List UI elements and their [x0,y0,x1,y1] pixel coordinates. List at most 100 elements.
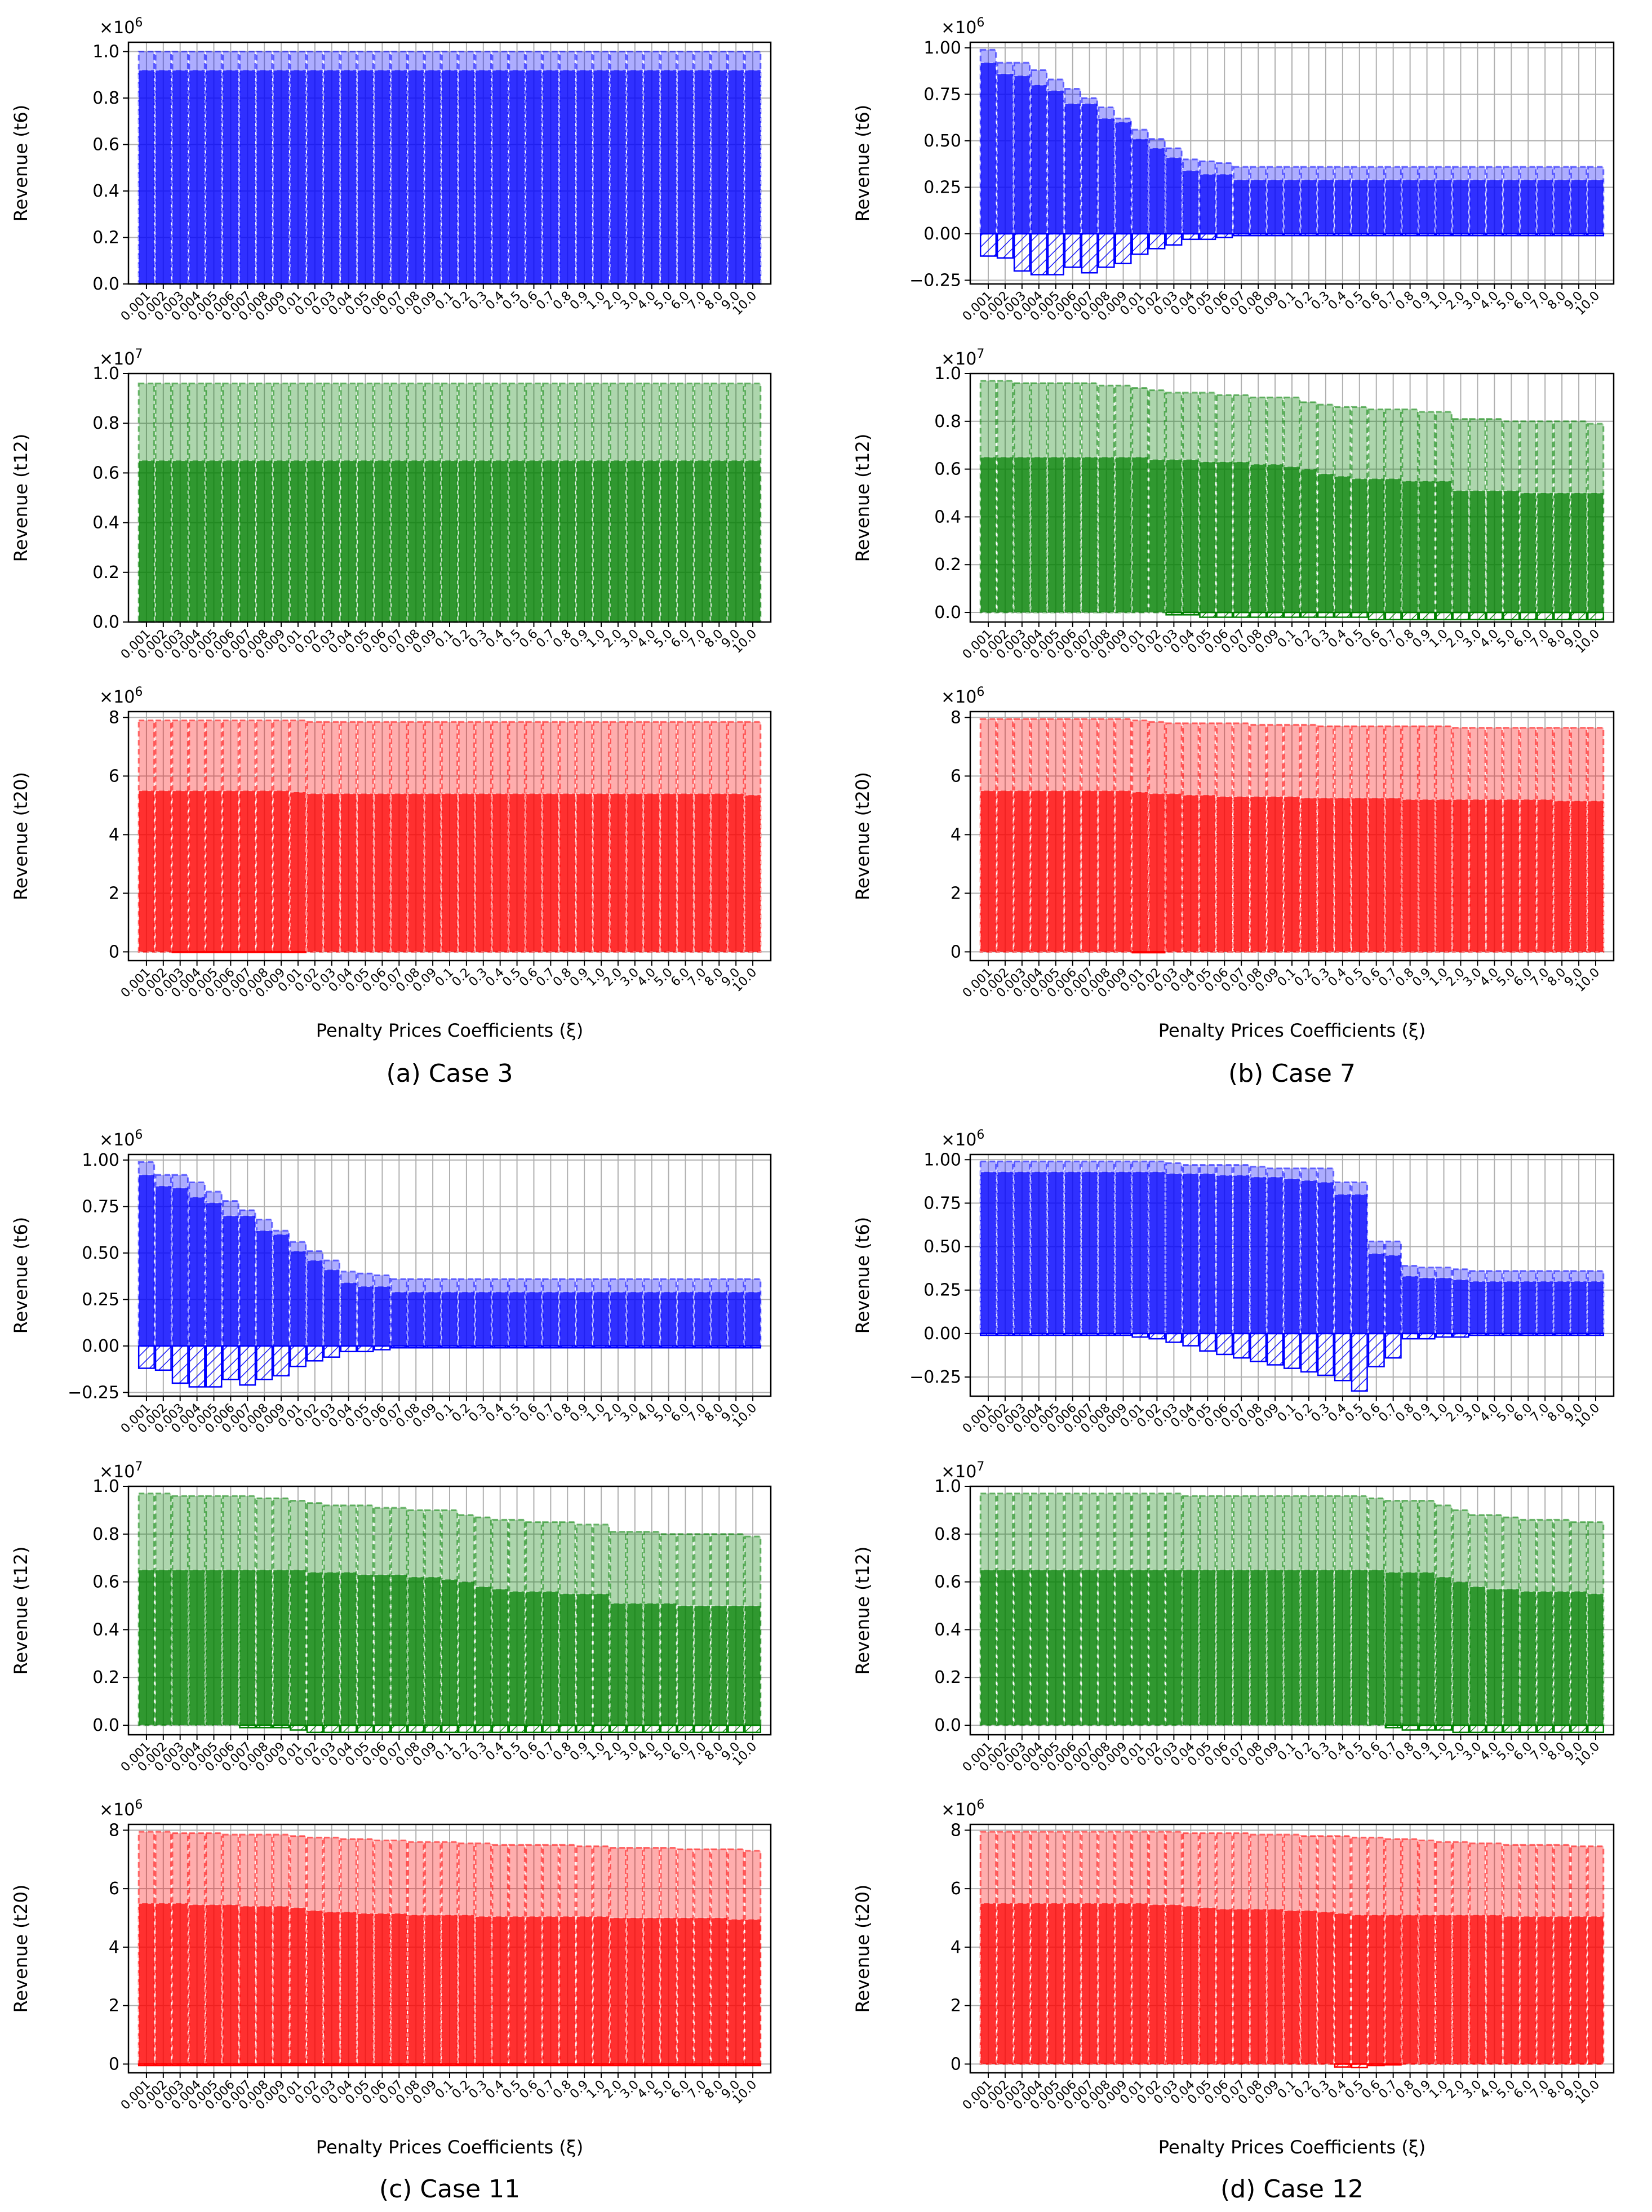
bar-penalty [1536,611,1554,621]
bar-net [1419,1571,1436,1726]
bar-net [643,793,660,953]
y-tick-label: 0.25 [923,177,961,197]
bar-penalty [1367,611,1385,621]
bar-net [610,1603,627,1726]
bar-net [1385,797,1402,953]
y-tick-label: 8 [109,1820,119,1840]
bar-net [1553,492,1570,613]
bar-net [1216,174,1233,234]
y-tick-label: 0.00 [923,224,961,244]
bar-net [1115,1569,1132,1726]
bar-penalty [491,1724,509,1734]
bar-net [525,793,542,953]
bar-net [273,1569,290,1726]
bar-net [525,1291,542,1347]
bar-penalty [188,1345,206,1388]
bar-net [643,460,660,623]
bar-penalty [1486,233,1503,237]
y-tick-label: 1.00 [923,1150,961,1170]
bar-net [155,790,172,953]
y-tick-label: 0.8 [934,1525,961,1544]
bar-net [694,793,710,953]
bar-penalty [1553,233,1571,237]
bar-net [239,69,256,285]
bar-net [340,1282,357,1347]
bar-net [1199,461,1216,613]
bar-net [660,460,677,623]
bar-penalty [441,1345,459,1349]
bar-penalty [1401,1332,1419,1340]
bar-net [1503,1588,1520,1726]
bar-penalty [559,2063,576,2067]
bar-penalty [1131,1332,1149,1338]
bar-net [205,69,222,285]
bar-penalty [1469,611,1486,621]
bar-net [1570,179,1587,234]
bar-penalty [660,1345,677,1349]
bar-net [509,69,526,285]
bar-net [1536,492,1553,613]
subplot-t12: 0.00.20.40.60.81.00.0010.0020.0030.0040.… [852,1460,1615,1775]
bar-net [390,1913,407,2065]
bar-net [1165,1173,1182,1334]
bar-net [525,1591,542,1726]
bar-net [307,1571,323,1726]
bar-net [1148,793,1165,953]
y-tick-label: 0 [951,2054,961,2074]
bar-net [1014,456,1031,613]
bar-net [677,460,694,623]
y-tick-label: 6 [951,766,961,786]
bar-penalty [1469,1724,1486,1734]
bar-penalty [222,1345,239,1380]
bar-net [627,1603,643,1726]
bar-net [1165,1569,1182,1726]
bar-penalty [390,1345,408,1349]
bar-penalty [996,1332,1014,1336]
y-tick-label: 0.4 [92,181,119,201]
bar-net [290,792,307,953]
bar-net [1182,1905,1199,2065]
bar-net [1047,456,1064,613]
bar-penalty [289,2063,307,2067]
bar-net [340,1911,357,2065]
bar-penalty [1587,233,1605,237]
bar-net [1199,1907,1216,2065]
bar-penalty [727,1724,745,1734]
bar-net [576,69,593,285]
bar-penalty [1250,1332,1267,1362]
bar-net [492,1916,509,2065]
y-offset-label: ×107 [941,347,984,369]
bar-net [1081,103,1098,234]
bar-penalty [1351,233,1368,237]
y-tick-label: 0.4 [92,1620,119,1640]
bar-net [424,1915,441,2065]
bar-penalty [979,233,997,257]
bar-net [307,460,323,623]
bar-penalty [357,2063,374,2067]
bar-penalty [508,1724,526,1734]
bar-net [407,1291,424,1347]
bar-net [239,460,256,623]
bar-net [1031,1569,1047,1726]
bar-penalty [677,1345,694,1349]
bar-net [205,1904,222,2065]
bar-net [1199,174,1216,234]
bar-penalty [593,1724,610,1734]
bar-net [1368,1253,1385,1334]
bar-penalty [323,2063,340,2067]
bar-net [1536,1591,1553,1726]
y-tick-label: 0.4 [92,513,119,533]
bar-net [441,1579,458,1726]
panel-caption: (b) Case 7 [1228,1059,1356,1088]
bar-net [1402,1571,1419,1726]
bar-net [323,69,340,285]
y-tick-label: 4 [951,1938,961,1957]
bar-penalty [1536,1724,1554,1734]
bar-net [1014,790,1031,953]
bar-net [189,1569,206,1726]
bar-net [1486,1281,1503,1334]
y-axis-label: Revenue (t6) [852,105,873,221]
bar-net [1115,1903,1132,2065]
bar-net [1452,1581,1469,1726]
bar-net [593,69,610,285]
